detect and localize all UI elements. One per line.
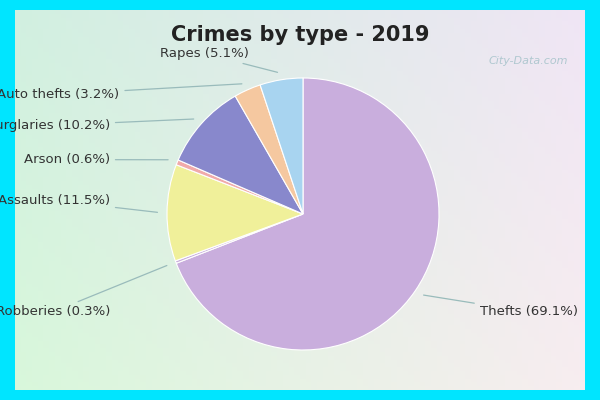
Wedge shape [178,96,303,214]
Text: Auto thefts (3.2%): Auto thefts (3.2%) [0,84,242,101]
Wedge shape [176,160,303,214]
Wedge shape [167,165,303,261]
Text: Thefts (69.1%): Thefts (69.1%) [424,295,578,318]
Wedge shape [175,214,303,263]
Text: Arson (0.6%): Arson (0.6%) [24,153,168,166]
Text: City-Data.com: City-Data.com [488,56,568,66]
Text: Rapes (5.1%): Rapes (5.1%) [160,47,278,72]
Wedge shape [260,78,303,214]
Wedge shape [235,85,303,214]
Text: Robberies (0.3%): Robberies (0.3%) [0,266,167,318]
Text: Crimes by type - 2019: Crimes by type - 2019 [171,25,429,45]
Wedge shape [176,78,439,350]
Text: Burglaries (10.2%): Burglaries (10.2%) [0,119,194,132]
Text: Assaults (11.5%): Assaults (11.5%) [0,194,157,212]
